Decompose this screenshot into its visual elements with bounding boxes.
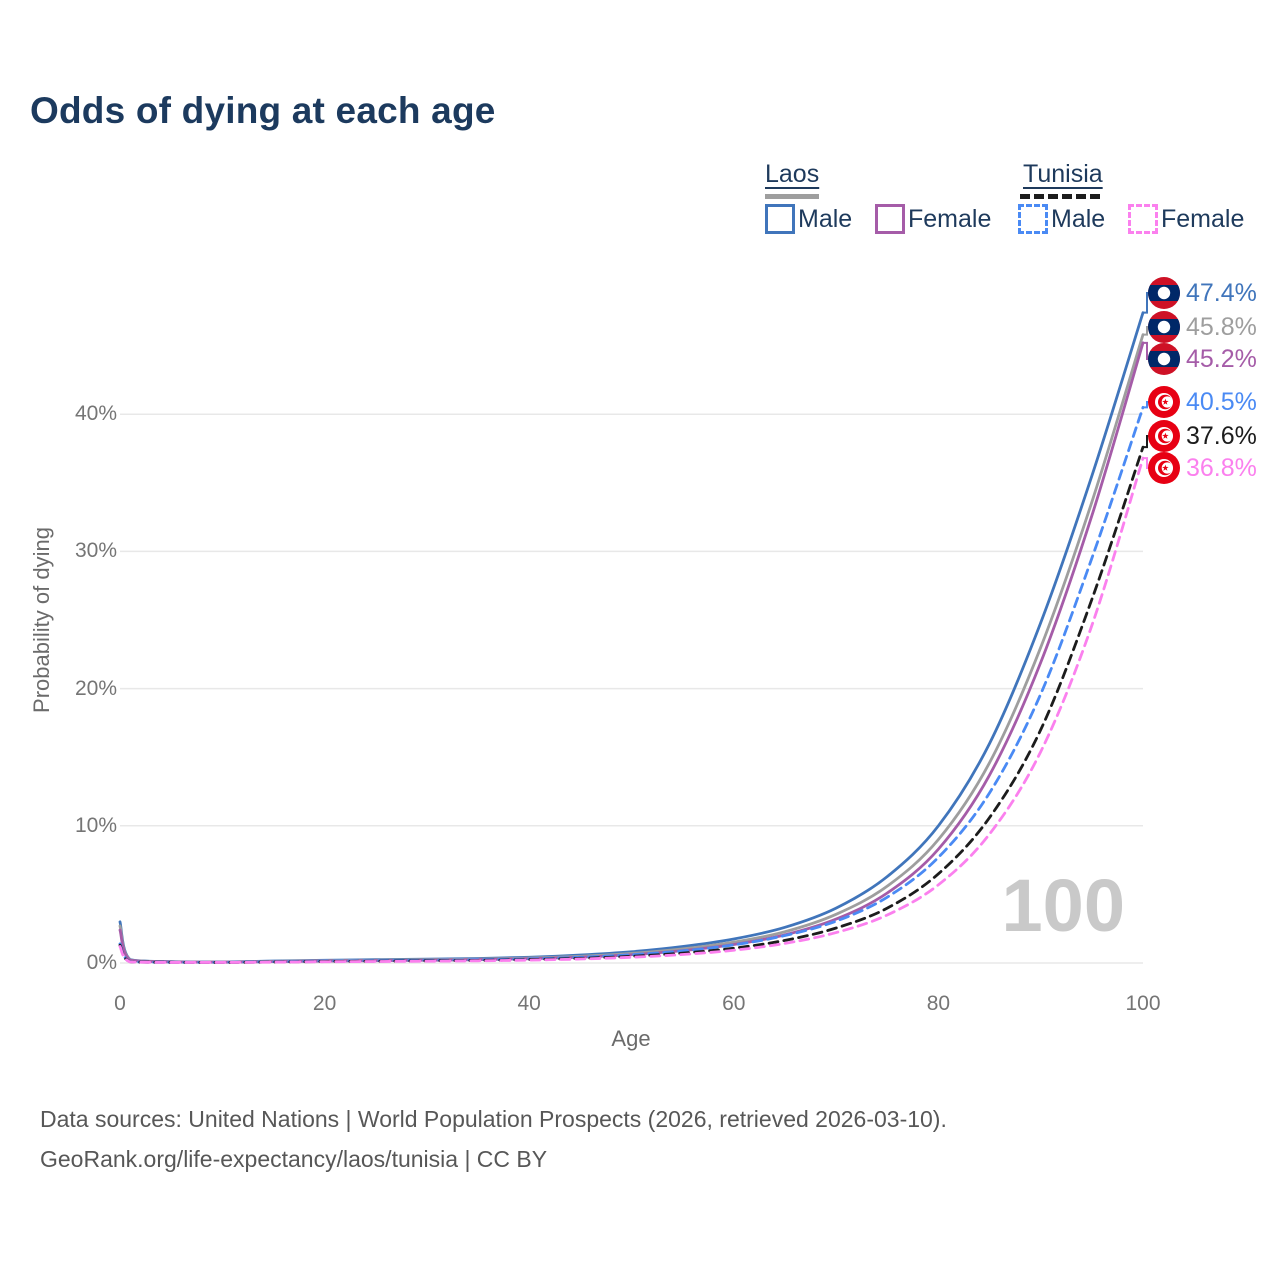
x-tick-label: 80	[926, 992, 951, 1015]
legend-tunisia-line-sample	[1020, 194, 1100, 199]
tunisia-female-swatch	[1128, 204, 1158, 234]
tunisia-flag-icon	[1148, 452, 1180, 484]
legend-laos-male-label: Male	[798, 204, 853, 233]
end-label-tunisia-both: 37.6%	[1148, 420, 1257, 452]
legend-tunisia-male-label: Male	[1051, 204, 1106, 233]
watermark-age-counter: 100	[1001, 864, 1125, 947]
legend-laos-female-label: Female	[908, 204, 992, 233]
y-tick-label: 20%	[74, 676, 117, 700]
end-label-laos-both: 45.8%	[1148, 311, 1257, 343]
y-axis-title: Probability of dying	[29, 527, 54, 713]
end-label-tunisia-female: 36.8%	[1148, 452, 1257, 484]
y-tick-label: 30%	[74, 539, 117, 563]
end-value: 36.8%	[1186, 454, 1257, 482]
y-tick-label: 40%	[74, 402, 117, 426]
legend-laos-line-sample	[765, 194, 819, 199]
end-value: 37.6%	[1186, 422, 1257, 450]
laos-female-swatch	[875, 204, 905, 234]
end-label-tunisia-male: 40.5%	[1148, 386, 1257, 418]
laos-flag-icon	[1148, 277, 1180, 309]
end-label-laos-male: 47.4%	[1148, 277, 1257, 309]
tunisia-flag-icon	[1148, 420, 1180, 452]
laos-flag-icon	[1148, 311, 1180, 343]
x-tick-label: 20	[312, 992, 337, 1015]
page-title: Odds of dying at each age	[30, 90, 496, 131]
footer-attribution: GeoRank.org/life-expectancy/laos/tunisia…	[40, 1146, 548, 1172]
tunisia-flag-icon	[1148, 386, 1180, 418]
x-tick-label: 40	[517, 992, 541, 1015]
legend-tunisia-female-label: Female	[1161, 204, 1245, 233]
legend-item-tunisia-female[interactable]: Female	[1128, 204, 1244, 234]
legend-tunisia-title[interactable]: Tunisia	[1023, 160, 1103, 188]
x-tick-label: 0	[114, 992, 126, 1015]
tunisia-male-swatch	[1018, 204, 1048, 234]
legend-item-laos-female[interactable]: Female	[875, 204, 991, 234]
series-line-laos-male[interactable]	[118, 311, 1145, 964]
y-tick-label: 0%	[86, 951, 117, 974]
end-value: 40.5%	[1186, 388, 1257, 416]
x-tick-label: 60	[722, 992, 746, 1015]
y-tick-label: 10%	[74, 813, 117, 837]
end-value: 45.8%	[1186, 313, 1257, 341]
legend: Laos Male Female Tunisia Male Female	[765, 160, 1265, 240]
end-value: 47.4%	[1186, 279, 1257, 307]
end-value: 45.2%	[1186, 345, 1257, 373]
legend-item-laos-male[interactable]: Male	[765, 204, 852, 234]
legend-laos-title[interactable]: Laos	[765, 160, 820, 188]
laos-flag-icon	[1148, 343, 1180, 375]
x-axis-title: Age	[611, 1026, 651, 1051]
legend-item-tunisia-male[interactable]: Male	[1018, 204, 1105, 234]
end-label-laos-female: 45.2%	[1148, 343, 1257, 375]
laos-male-swatch	[765, 204, 795, 234]
footer-data-sources: Data sources: United Nations | World Pop…	[40, 1106, 947, 1132]
x-tick-label: 100	[1125, 992, 1161, 1015]
